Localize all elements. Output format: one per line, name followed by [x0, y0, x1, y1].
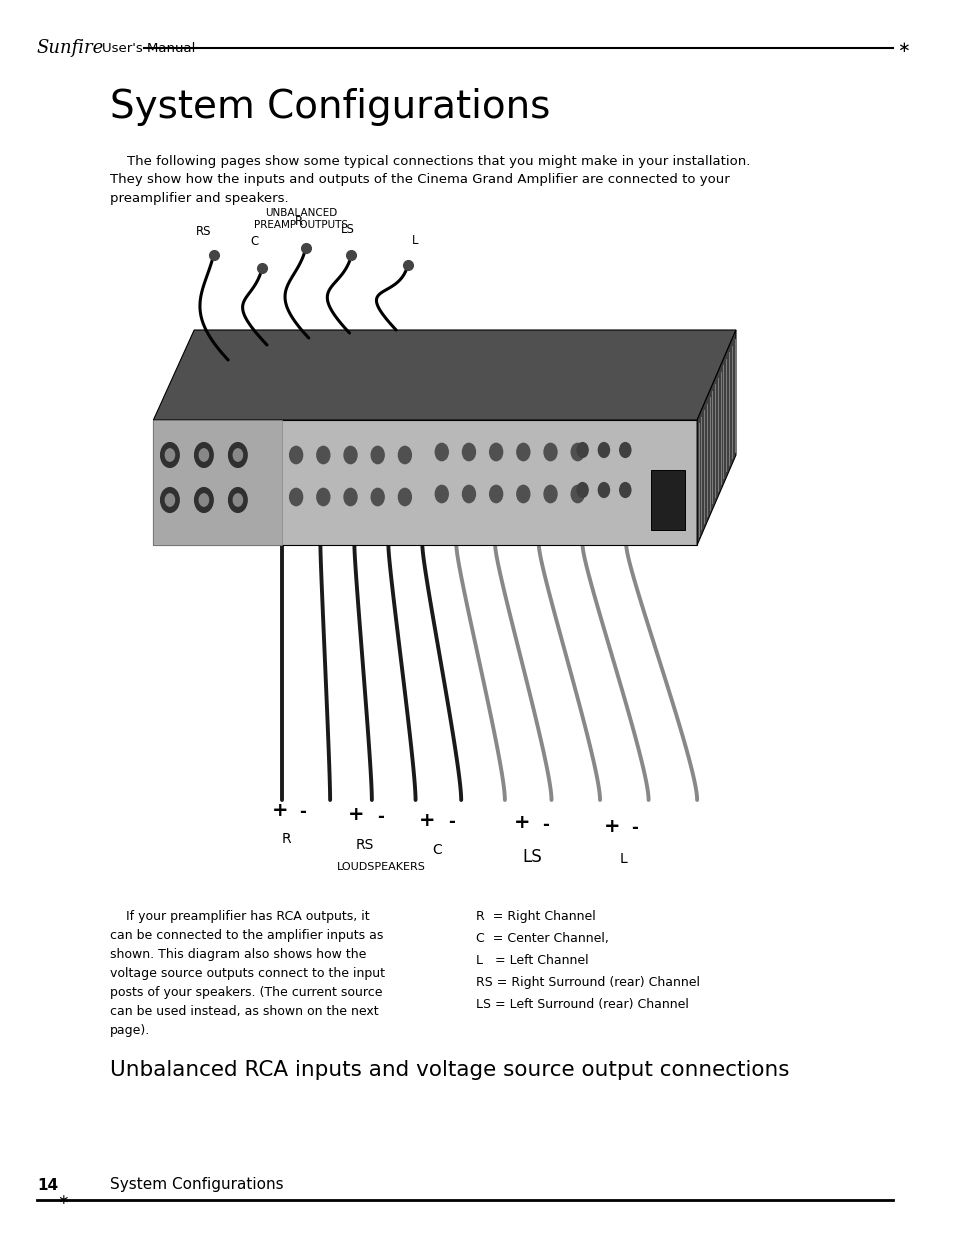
Circle shape — [290, 488, 302, 505]
Circle shape — [194, 488, 213, 513]
Text: R  = Right Channel: R = Right Channel — [476, 910, 595, 923]
Circle shape — [199, 448, 209, 461]
Text: User's Manual: User's Manual — [102, 42, 195, 54]
Text: Unbalanced RCA inputs and voltage source output connections: Unbalanced RCA inputs and voltage source… — [110, 1060, 788, 1079]
Text: UNBALANCED
PREAMP OUTPUTS: UNBALANCED PREAMP OUTPUTS — [253, 207, 348, 230]
Text: RS: RS — [355, 839, 374, 852]
Circle shape — [160, 488, 179, 513]
Text: System Configurations: System Configurations — [110, 1177, 283, 1193]
Text: System Configurations: System Configurations — [110, 88, 550, 126]
Text: R: R — [294, 215, 303, 228]
Text: +: + — [271, 800, 288, 820]
Circle shape — [229, 488, 247, 513]
Text: The following pages show some typical connections that you might make in your in: The following pages show some typical co… — [110, 156, 749, 205]
Circle shape — [233, 494, 242, 506]
Circle shape — [165, 494, 174, 506]
Circle shape — [316, 446, 330, 463]
Polygon shape — [153, 330, 735, 420]
Circle shape — [165, 448, 174, 461]
Circle shape — [577, 483, 587, 498]
Polygon shape — [697, 330, 735, 545]
Polygon shape — [153, 420, 281, 545]
Circle shape — [435, 443, 448, 461]
Text: -: - — [631, 819, 638, 837]
Text: C: C — [432, 844, 441, 857]
Text: R: R — [281, 832, 291, 846]
FancyBboxPatch shape — [650, 471, 684, 530]
Circle shape — [462, 485, 475, 503]
Circle shape — [371, 488, 384, 505]
Circle shape — [517, 443, 529, 461]
Text: RS = Right Surround (rear) Channel: RS = Right Surround (rear) Channel — [476, 976, 700, 989]
Circle shape — [517, 485, 529, 503]
Text: LOUDSPEAKERS: LOUDSPEAKERS — [336, 862, 426, 872]
Text: RS: RS — [196, 225, 212, 238]
Circle shape — [543, 443, 557, 461]
Circle shape — [160, 442, 179, 467]
Polygon shape — [153, 420, 697, 545]
Text: ∗: ∗ — [57, 1193, 69, 1207]
Text: L: L — [412, 233, 418, 247]
Text: -: - — [376, 808, 384, 826]
Text: L   = Left Channel: L = Left Channel — [476, 953, 588, 967]
Circle shape — [435, 485, 448, 503]
Circle shape — [316, 488, 330, 505]
Circle shape — [229, 442, 247, 467]
Text: Sunfire: Sunfire — [37, 40, 104, 57]
Circle shape — [398, 446, 411, 463]
Circle shape — [398, 488, 411, 505]
Text: +: + — [348, 805, 364, 825]
Circle shape — [598, 483, 609, 498]
Text: 14: 14 — [37, 1177, 58, 1193]
Circle shape — [577, 442, 587, 457]
Circle shape — [489, 443, 502, 461]
Text: +: + — [603, 816, 619, 836]
Circle shape — [199, 494, 209, 506]
Text: LS: LS — [521, 848, 541, 866]
Circle shape — [233, 448, 242, 461]
Text: -: - — [448, 813, 455, 831]
Circle shape — [344, 488, 356, 505]
Text: ∗: ∗ — [896, 41, 908, 56]
Text: L: L — [618, 852, 626, 866]
Text: -: - — [541, 816, 549, 834]
Circle shape — [619, 483, 630, 498]
Circle shape — [194, 442, 213, 467]
Circle shape — [462, 443, 475, 461]
Circle shape — [598, 442, 609, 457]
Circle shape — [290, 446, 302, 463]
Circle shape — [571, 485, 583, 503]
Text: LS = Left Surround (rear) Channel: LS = Left Surround (rear) Channel — [476, 998, 688, 1011]
Text: -: - — [299, 803, 306, 821]
Text: If your preamplifier has RCA outputs, it
can be connected to the amplifier input: If your preamplifier has RCA outputs, it… — [110, 910, 384, 1037]
Circle shape — [543, 485, 557, 503]
Circle shape — [371, 446, 384, 463]
Circle shape — [571, 443, 583, 461]
Circle shape — [344, 446, 356, 463]
Circle shape — [489, 485, 502, 503]
Text: +: + — [418, 810, 435, 830]
Circle shape — [619, 442, 630, 457]
Text: +: + — [514, 814, 530, 832]
Text: C  = Center Channel,: C = Center Channel, — [476, 932, 608, 945]
Text: C: C — [250, 235, 258, 248]
Text: LS: LS — [340, 224, 355, 236]
